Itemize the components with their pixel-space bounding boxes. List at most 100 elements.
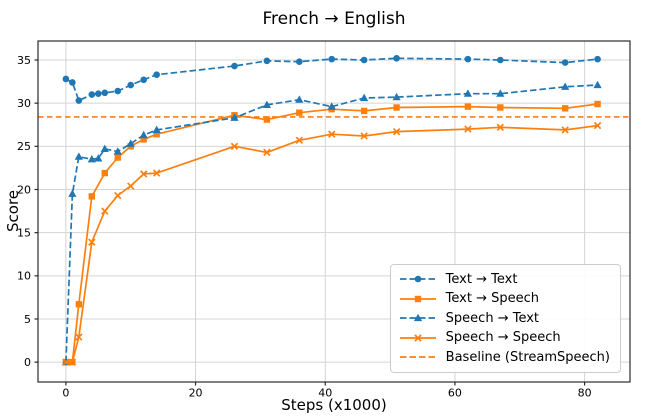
legend-item: Speech → Text [398,309,610,329]
marker-circle [140,76,147,84]
marker-circle [231,62,238,70]
x-tick-label: 80 [578,387,592,400]
marker-triangle [327,102,336,110]
legend-label: Speech → Text [445,310,540,326]
marker-square [594,100,601,108]
legend-item: Text → Speech [398,289,610,309]
legend-item: Speech → Speech [398,328,610,348]
marker-triangle [463,89,472,97]
marker-circle [414,275,421,283]
marker-x [230,142,239,151]
legend-label: Speech → Speech [445,330,561,346]
marker-circle [75,97,83,104]
x-tick-label: 40 [318,387,332,400]
marker-square [393,104,400,111]
series-speech-speech [62,121,602,366]
marker-x [561,126,569,134]
marker-square [414,295,421,302]
marker-circle [62,75,70,83]
legend-swatch [399,334,436,342]
x-tick-label: 60 [448,387,462,400]
marker-square [296,109,303,116]
marker-triangle [126,139,135,147]
marker-triangle [87,154,96,163]
marker-triangle [94,154,103,162]
marker-square [497,104,504,111]
marker-circle [561,59,569,66]
legend-swatch [399,295,436,302]
marker-triangle [68,189,77,197]
marker-x [464,125,472,133]
marker-x [593,121,602,130]
marker-circle [328,55,336,63]
marker-x [360,132,368,140]
marker-x [263,148,271,157]
marker-circle [464,55,472,63]
y-tick-label: 30 [17,97,31,110]
marker-x [62,358,70,366]
y-tick-label: 10 [17,270,31,283]
legend: Text → Text Text → Speech Speech → Text Spe… [389,263,621,373]
marker-x [68,358,77,366]
marker-square [360,107,368,115]
marker-circle [88,91,96,98]
marker-x [152,169,161,177]
marker-triangle [496,89,505,97]
marker-circle [360,56,368,64]
marker-x [295,136,304,144]
series-text-text [62,54,601,104]
y-axis-label: Score [4,189,22,233]
marker-triangle [113,147,122,155]
marker-square [153,131,160,138]
marker-triangle [295,95,304,103]
marker-triangle [392,92,401,101]
marker-x [114,191,122,200]
marker-circle [95,90,102,97]
marker-circle [393,54,400,62]
marker-square [75,301,83,308]
marker-circle [101,89,109,97]
marker-triangle [100,144,109,153]
legend-swatch [399,275,436,283]
marker-x [101,207,109,215]
marker-circle [114,87,122,95]
marker-circle [127,81,135,89]
marker-triangle [593,80,602,89]
axis-ticks: 0 20 40 60 80 0 5 10 15 20 25 30 35 [17,54,592,400]
chart-title: French → English [262,9,406,29]
marker-triangle [262,100,271,108]
legend-item: Text → Text [398,270,610,290]
marker-triangle [360,93,369,102]
legend-label: Baseline (StreamSpeech) [445,349,610,365]
marker-x [88,238,96,246]
marker-circle [69,79,76,86]
x-tick-label: 0 [62,387,69,400]
marker-x [496,123,505,132]
marker-square [88,193,96,200]
marker-triangle [561,82,570,90]
marker-x [392,127,401,136]
marker-triangle [152,125,161,134]
y-tick-label: 15 [17,226,31,239]
legend-swatch [399,356,436,359]
legend-swatch [399,313,436,322]
marker-triangle [413,313,422,322]
marker-circle [497,56,504,64]
y-tick-label: 5 [24,313,31,326]
marker-square [114,154,121,161]
x-axis-label: Steps (x1000) [281,396,387,414]
marker-circle [594,55,601,63]
marker-x [127,182,135,190]
marker-square [263,116,271,123]
marker-square [101,169,108,177]
marker-square [561,105,569,112]
marker-x [413,334,422,342]
y-tick-label: 0 [24,356,31,369]
legend-label: Text → Speech [445,291,540,307]
marker-square [140,136,147,143]
marker-square [464,103,472,110]
y-tick-label: 20 [17,183,31,196]
marker-triangle [230,113,239,121]
